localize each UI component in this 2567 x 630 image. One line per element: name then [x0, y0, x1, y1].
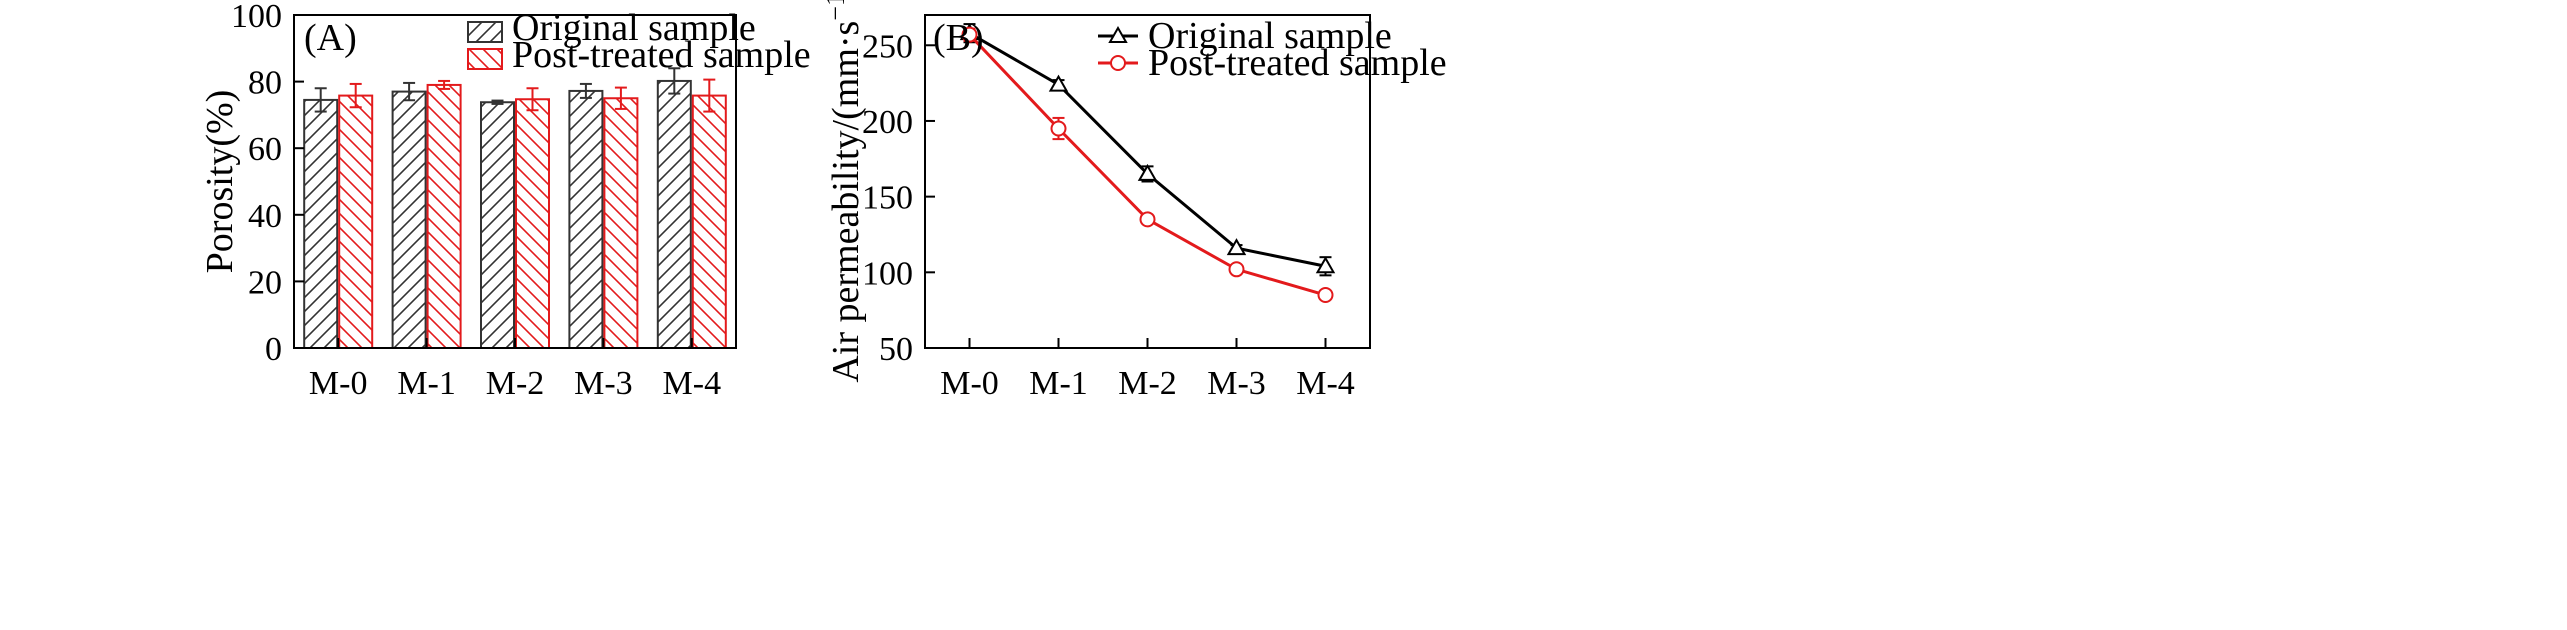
panel-a-y-tick-label: 40: [248, 198, 282, 235]
panel-a-y-tick-label: 80: [248, 65, 282, 102]
panel-b-x-tick-label: M-1: [1029, 365, 1088, 402]
point-post-treated-M-2: [1139, 211, 1156, 228]
bar-original-M-2: [480, 101, 515, 349]
panel-a-x-tick-label: M-0: [309, 365, 368, 402]
panel-a-porosity-bar-chart: 0 20 40 60 80 100 M-0 M-1 M-2 M-3 M-4 Porosity(%) (A…: [199, 0, 811, 402]
legend-label-original: Original sample: [1148, 15, 1392, 57]
point-post-treated-M-3: [1228, 261, 1245, 278]
panel-b-air-permeability-line-chart: 50 100 150 200 250 M-0 M-1 M-2 M-3 M-4 Air permeab…: [821, 0, 1447, 402]
point-original-M-3: [1226, 238, 1247, 256]
point-original-M-4: [1315, 256, 1336, 274]
panel-b-y-axis-label: Air permeability/(mm·s−1): [821, 0, 867, 383]
point-original-M-2: [1137, 163, 1158, 181]
panel-b-x-tick-label: M-4: [1296, 365, 1355, 402]
legend-label-original: Original sample: [512, 7, 756, 49]
bar-post-treated-M-4: [691, 94, 727, 349]
panel-a-y-axis-label: Porosity(%): [199, 90, 241, 274]
bar-original-M-0: [303, 98, 339, 350]
point-original-M-1: [1048, 74, 1069, 92]
panel-b-label: (B): [933, 17, 984, 59]
legend-swatch-post-treated: [467, 48, 503, 70]
legend-marker-original: [1108, 25, 1128, 43]
panel-a-x-tick-label: M-1: [397, 365, 456, 402]
legend-label-post-treated: Post-treated sample: [512, 34, 811, 76]
bar-post-treated-M-0: [338, 94, 374, 349]
panel-a-y-tick-label: 100: [231, 0, 282, 35]
panel-b-y-tick-label: 100: [862, 255, 913, 292]
panel-a-label: (A): [304, 17, 357, 59]
panel-a-x-tick-label: M-3: [574, 365, 633, 402]
panel-a-y-tick-label: 60: [248, 131, 282, 168]
legend-swatch-original: [467, 21, 503, 43]
bar-original-M-3: [568, 89, 604, 349]
panel-a-y-tick-label: 0: [265, 331, 282, 368]
legend-marker-post-treated: [1110, 55, 1126, 71]
panel-a-x-tick-label: M-2: [486, 365, 545, 402]
bar-original-M-1: [391, 90, 427, 349]
legend-label-post-treated: Post-treated sample: [1148, 42, 1447, 84]
panel-b-x-tick-label: M-3: [1207, 365, 1266, 402]
panel-a-y-tick-label: 20: [248, 264, 282, 301]
panel-b-y-tick-label: 200: [862, 104, 913, 141]
panel-b-y-tick-label: 150: [862, 180, 913, 217]
panel-b-x-tick-label: M-2: [1118, 365, 1177, 402]
bar-post-treated-M-2: [515, 98, 550, 350]
panel-b-y-tick-label: 50: [879, 331, 913, 368]
bar-post-treated-M-3: [603, 97, 639, 349]
bar-post-treated-M-1: [426, 83, 462, 350]
point-post-treated-M-4: [1317, 287, 1334, 304]
panel-b-x-tick-label: M-0: [940, 365, 999, 402]
point-post-treated-M-0: [961, 26, 978, 43]
point-post-treated-M-1: [1050, 120, 1067, 137]
panel-b-y-tick-label: 250: [862, 28, 913, 65]
bar-original-M-4: [656, 79, 692, 350]
panel-a-x-tick-label: M-4: [663, 365, 722, 402]
